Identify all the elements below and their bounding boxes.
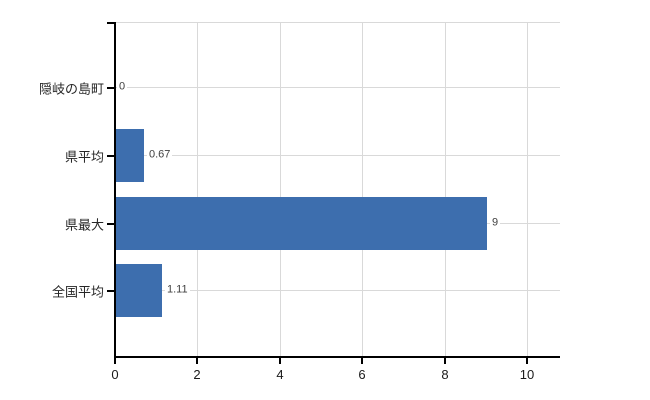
x-axis-tick-label: 6 (358, 367, 366, 382)
x-axis-tick (361, 358, 363, 364)
x-axis-tick-label: 4 (276, 367, 284, 382)
plot-top-border (115, 22, 560, 23)
bar-value-label: 9 (490, 216, 501, 230)
x-axis-tick (444, 358, 446, 364)
category-label: 全国平均 (51, 284, 104, 300)
horizontal-gridline (115, 290, 560, 291)
bar (116, 197, 487, 250)
x-axis-tick-label: 0 (111, 367, 119, 382)
y-axis-tick (107, 155, 114, 157)
bar-value-label: 0.67 (147, 148, 173, 162)
y-axis-line (114, 22, 116, 357)
x-axis-tick (196, 358, 198, 364)
bar-value-label: 1.11 (165, 283, 190, 297)
x-axis-tick-label: 10 (519, 367, 535, 382)
vertical-gridline (362, 22, 363, 357)
x-axis-tick-label: 2 (193, 367, 201, 382)
category-label: 隠岐の島町 (38, 81, 104, 97)
category-label: 県最大 (64, 217, 104, 233)
x-axis-line (114, 356, 560, 358)
x-axis-tick (279, 358, 281, 364)
x-axis-tick-label: 8 (441, 367, 449, 382)
y-axis-tick (107, 290, 114, 292)
vertical-gridline (445, 22, 446, 357)
category-label: 県平均 (64, 149, 104, 165)
bar (116, 129, 144, 182)
x-axis-tick (526, 358, 528, 364)
vertical-gridline (527, 22, 528, 357)
bar-value-label: 0 (117, 80, 128, 94)
y-axis-top-tick (107, 22, 114, 24)
vertical-gridline (280, 22, 281, 357)
vertical-gridline (197, 22, 198, 357)
horizontal-gridline (115, 155, 560, 156)
y-axis-tick (107, 223, 114, 225)
bar (116, 264, 162, 317)
horizontal-gridline (115, 87, 560, 88)
y-axis-tick (107, 87, 114, 89)
x-axis-tick (114, 358, 116, 364)
